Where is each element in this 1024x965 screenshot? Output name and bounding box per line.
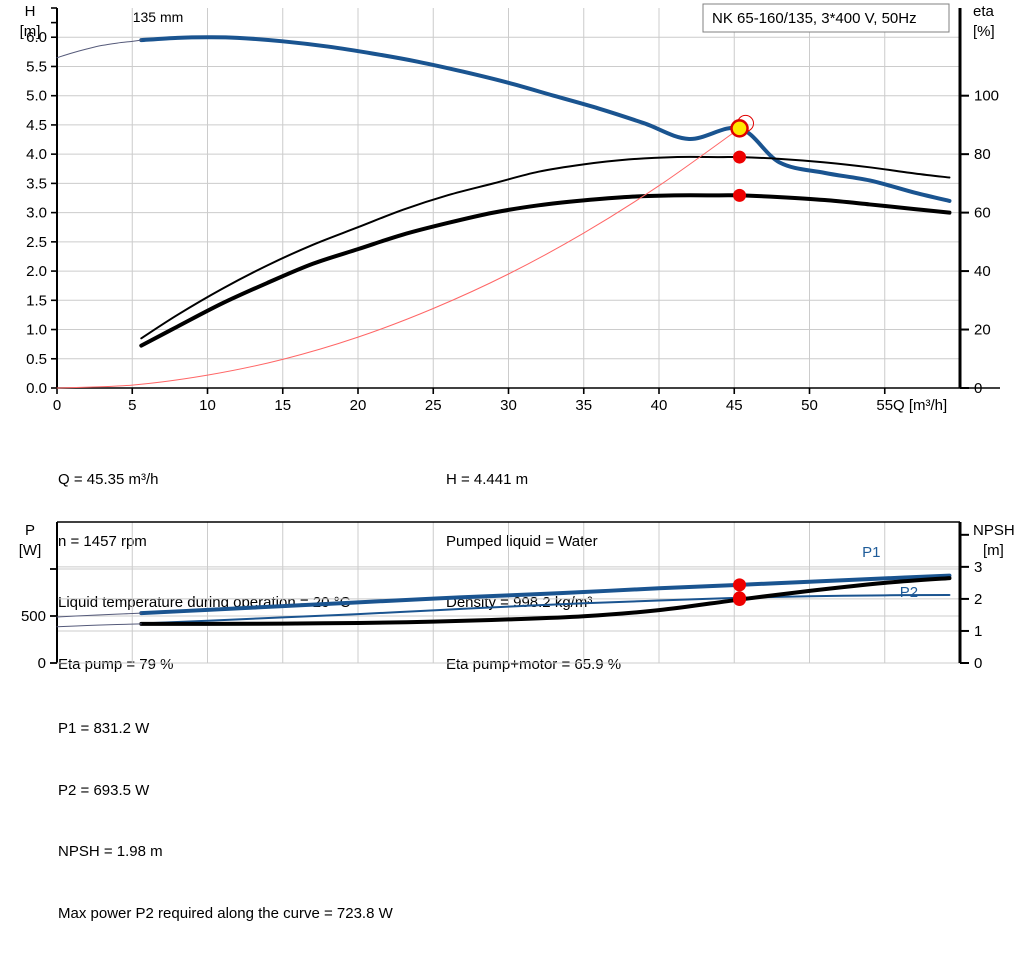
curve-npsh (139, 576, 952, 626)
svg-text:55: 55 (876, 397, 893, 414)
bottom-chart-npsh-ticks: 0 1 2 3 (960, 533, 982, 672)
info-line-liqtemp: Liquid temperature during operation = 20… (58, 594, 351, 611)
eta-pump-point-marker[interactable] (733, 150, 747, 164)
info-line-p2: P2 = 693.5 W (58, 781, 150, 799)
bottom-chart-y-ticks: 0 500 (21, 568, 57, 672)
svg-text:0: 0 (38, 655, 46, 672)
npsh-point-marker[interactable] (733, 593, 747, 607)
eta-pump-motor-point-marker[interactable] (733, 188, 747, 202)
svg-text:40: 40 (651, 397, 668, 414)
svg-text:15: 15 (274, 397, 291, 414)
bottom-y-axis-title-line2: [W] (19, 542, 42, 559)
duty-point-marker[interactable] (730, 119, 749, 138)
head-efficiency-chart: 0.00.51.01.52.02.53.03.54.04.55.05.56.00… (20, 3, 1000, 414)
svg-text:10: 10 (199, 397, 216, 414)
curve-system-duty-curve (56, 127, 741, 389)
curve-p1-thin-low-flow (56, 612, 142, 618)
svg-text:500: 500 (21, 608, 46, 625)
svg-text:3.0: 3.0 (26, 205, 47, 222)
curve-head-curve-135-mm-thin-extrapolated-low-flow (56, 39, 142, 59)
eta-axis-title-line1: eta (973, 3, 995, 20)
svg-text:50: 50 (801, 397, 818, 414)
info-line-n: n = 1457 rpm (58, 532, 147, 550)
top-chart-gridlines (57, 8, 960, 388)
chart-title-box: NK 65-160/135, 3*400 V, 50Hz (702, 3, 950, 33)
power-npsh-chart: 0 500 0 1 2 3 P [W] NPSH [m] P1 P2 (19, 521, 1015, 672)
top-chart-eta-ticks: 0 20 40 60 80 100 (960, 88, 999, 397)
svg-text:2: 2 (974, 591, 982, 608)
svg-text:2.0: 2.0 (26, 263, 47, 280)
top-y-axis-title-line2: [m] (20, 23, 41, 40)
svg-text:40: 40 (974, 263, 991, 280)
bottom-y-axis-title-line1: P (25, 522, 35, 539)
p2-curve-label: P2 (900, 584, 918, 601)
svg-text:5.5: 5.5 (26, 58, 47, 75)
curve-head-curve-135-mm-thick-duty-range (139, 35, 952, 203)
svg-text:20: 20 (974, 322, 991, 339)
info-line-etapump: Eta pump = 79 % (58, 655, 174, 673)
curve-efficiency-pump-thin-upper (140, 155, 951, 340)
svg-text:100: 100 (974, 88, 999, 105)
top-chart-series (56, 35, 952, 389)
svg-text:1.0: 1.0 (26, 322, 47, 339)
top-chart-axes (56, 8, 1000, 389)
duty-point-info-right: H = 4.441 m Pumped liquid = Water Densit… (446, 429, 621, 716)
svg-text:0: 0 (974, 380, 982, 397)
top-chart-x-ticks: 0 5 10 15 20 25 30 35 40 45 50 55 (53, 388, 893, 414)
info-line-p1: P1 = 831.2 W (58, 720, 150, 737)
svg-text:3.5: 3.5 (26, 175, 47, 192)
chart-title-text: NK 65-160/135, 3*400 V, 50Hz (712, 10, 917, 27)
info-line-liquid: Pumped liquid = Water (446, 532, 598, 550)
top-y-axis-title-line1: H (25, 3, 36, 20)
svg-text:30: 30 (500, 397, 517, 414)
svg-text:25: 25 (425, 397, 442, 414)
svg-text:0.0: 0.0 (26, 380, 47, 397)
eta-axis-title-line2: [%] (973, 23, 995, 40)
svg-text:5: 5 (128, 397, 136, 414)
svg-text:35: 35 (575, 397, 592, 414)
power-info-block: P1 = 831.2 W P2 = 693.5 W NPSH = 1.98 m … (58, 678, 393, 965)
svg-text:80: 80 (974, 146, 991, 163)
svg-text:45: 45 (726, 397, 743, 414)
bottom-chart-gridlines (57, 522, 960, 663)
curve-p2 (140, 593, 951, 625)
svg-text:20: 20 (350, 397, 367, 414)
curve-p1 (139, 573, 952, 616)
top-chart-markers (730, 114, 755, 202)
top-x-axis-title: Q [m³/h] (893, 397, 947, 414)
npsh-axis-title-line1: NPSH (973, 522, 1015, 539)
impeller-size-label: 135 mm (133, 9, 184, 25)
info-line-etatotal: Eta pump+motor = 65.9 % (446, 655, 622, 673)
p1-curve-label: P1 (862, 544, 880, 561)
svg-text:3: 3 (974, 559, 982, 576)
p1-point-marker[interactable] (733, 578, 747, 592)
svg-text:60: 60 (974, 205, 991, 222)
curve-npsh-thin-low-flow (56, 623, 142, 628)
info-line-q: Q = 45.35 m³/h (58, 471, 159, 488)
pump-curve-page: 0.0 0.5 1.0 1.5 2.0 2.5 3.0 3.5 4.0 4.5 5.0 5.5 6.0 0… (19, 3, 1015, 922)
bottom-chart-markers (733, 578, 747, 607)
svg-text:0: 0 (53, 397, 61, 414)
svg-text:4.0: 4.0 (26, 146, 47, 163)
top-chart-y-ticks: 0.0 0.5 1.0 1.5 2.0 2.5 3.0 3.5 4.0 4.5 5.0 5.5 6.0 (26, 7, 57, 397)
svg-text:1: 1 (974, 623, 982, 640)
npsh-axis-title-line2: [m] (983, 542, 1004, 559)
info-line-npsh: NPSH = 1.98 m (58, 843, 163, 860)
curve-efficiency-pump-motor-thick-lower (139, 193, 952, 348)
bottom-chart-series (56, 573, 952, 628)
bottom-chart-axes (56, 521, 962, 664)
svg-text:5.0: 5.0 (26, 88, 47, 105)
info-line-maxpower: Max power P2 required along the curve = … (58, 904, 393, 922)
svg-text:4.5: 4.5 (26, 117, 47, 134)
svg-text:0.5: 0.5 (26, 351, 47, 368)
info-line-h: H = 4.441 m (446, 471, 529, 488)
duty-point-info-left: Q = 45.35 m³/h n = 1457 rpm Liquid tempe… (58, 429, 350, 716)
svg-text:2.5: 2.5 (26, 234, 47, 251)
svg-text:6.0: 6.0 (26, 29, 47, 46)
svg-text:0: 0 (974, 655, 982, 672)
svg-text:1.5: 1.5 (26, 292, 47, 309)
